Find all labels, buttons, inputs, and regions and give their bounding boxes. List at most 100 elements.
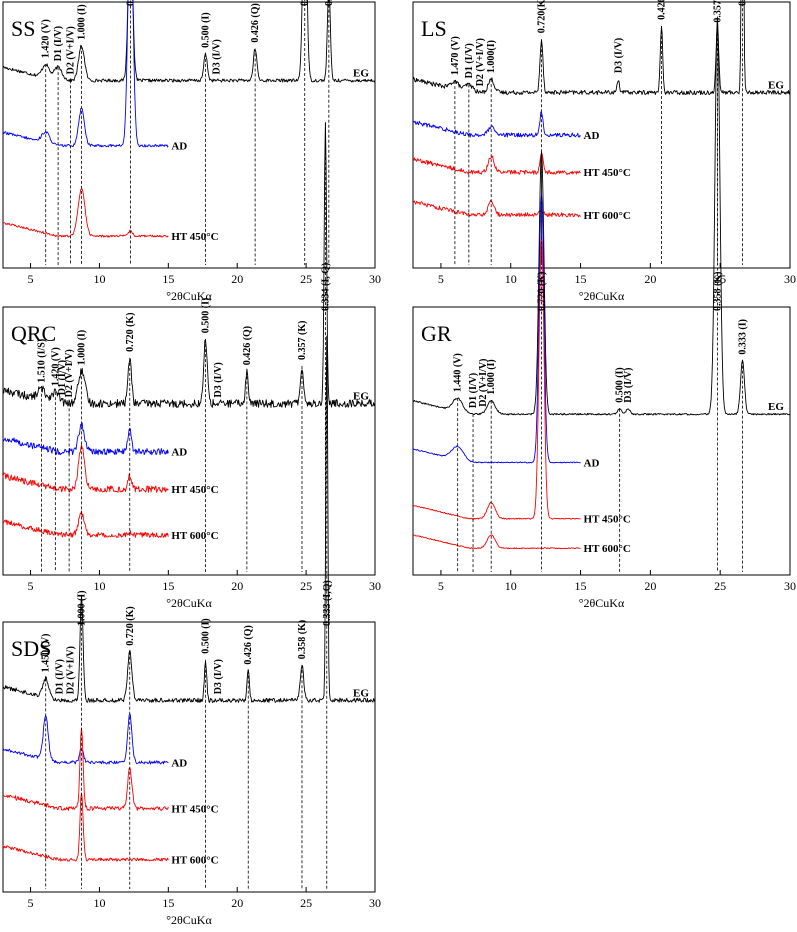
- peak-label: 0.720 (K): [125, 0, 136, 6]
- x-tick-label: 20: [231, 272, 243, 286]
- peak-label: 0.334 (I, Q): [320, 263, 331, 311]
- peak-label: D3 (I/V): [213, 659, 224, 694]
- plot-frame: [2, 306, 376, 576]
- trace-label: HT 600°C: [171, 855, 218, 867]
- trace-label: HT 450°C: [171, 231, 218, 243]
- peak-label: 1.000 (I): [77, 4, 88, 40]
- trace-ht-450-c: [412, 237, 581, 520]
- peak-label: D2 (V+I/V): [66, 646, 77, 694]
- x-tick-label: 30: [784, 272, 796, 286]
- x-tick-label: 5: [438, 579, 444, 593]
- x-tick-label: 25: [714, 579, 726, 593]
- trace-ad: [2, 422, 169, 456]
- trace-label: EG: [353, 67, 369, 79]
- panel-title: SDS: [11, 636, 51, 661]
- panel-sds: 5 10 15 20 25 30 °2θCuKα SDS EG AD HT 450°C HT 600°…: [2, 335, 381, 927]
- peak-label: 0.358 (K): [712, 272, 723, 311]
- x-tick-label: 5: [28, 272, 34, 286]
- peak-label: D2 (V+I/V): [478, 359, 489, 407]
- peak-label: D1 (I/V): [53, 26, 64, 61]
- x-tick-label: 20: [644, 272, 656, 286]
- x-tick-label: 10: [505, 272, 517, 286]
- trace-ad: [412, 111, 581, 138]
- peak-label: 0.426(Q): [657, 0, 668, 20]
- panel-title: LS: [421, 16, 447, 41]
- plot-frame: [2, 1, 376, 269]
- trace-ht-600-c: [412, 534, 581, 550]
- trace-label: AD: [171, 757, 187, 769]
- trace-label: HT 600°C: [584, 210, 631, 222]
- panel-title: SS: [11, 16, 35, 41]
- x-tick-label: 10: [93, 579, 105, 593]
- x-tick-label: 5: [438, 272, 444, 286]
- peak-label: 1.470 (V): [450, 36, 461, 75]
- peak-label: D2 (V+I/V): [66, 26, 77, 74]
- plot-frame: [412, 1, 791, 269]
- x-tick-label: 25: [300, 896, 312, 910]
- peak-label: 1.450 (V): [41, 634, 52, 673]
- x-tick-label: 15: [575, 579, 587, 593]
- peak-label: D1 (I/V): [57, 360, 68, 395]
- trace-ht-600-c: [2, 510, 169, 538]
- trace-label: AD: [171, 447, 187, 459]
- x-tick-label: 30: [369, 579, 381, 593]
- panel-title: GR: [421, 321, 452, 346]
- peak-label: 1.000 (I): [77, 590, 88, 626]
- peak-label: 0.333 (I,Q): [322, 580, 333, 626]
- x-tick-label: 25: [300, 272, 312, 286]
- trace-ht-450-c: [3, 188, 169, 238]
- peak-label: 0.358 (K): [297, 620, 308, 659]
- x-tick-label: 20: [231, 896, 243, 910]
- plot-frame: [2, 621, 376, 893]
- trace-label: HT 450°C: [584, 167, 631, 179]
- panel-gr: 5 10 15 20 25 30 °2θCuKα GR EG AD HT 450°C HT 600°C…: [412, 16, 796, 610]
- trace-label: AD: [584, 130, 600, 142]
- x-tick-label: 15: [162, 896, 174, 910]
- trace-label: HT 600°C: [171, 530, 218, 542]
- peak-label: D3 (I/V): [212, 39, 223, 74]
- x-axis-label: °2θCuKα: [579, 596, 625, 610]
- trace-ad: [2, 0, 169, 148]
- peak-label: 1.420 (V): [50, 347, 61, 386]
- peak-label: 1.000(I): [486, 40, 497, 73]
- trace-eg: [412, 16, 791, 416]
- trace-ht-450-c: [2, 444, 169, 493]
- x-tick-label: 10: [93, 272, 105, 286]
- peak-label: D3 (I/V): [213, 362, 224, 397]
- trace-label: HT 450°C: [171, 803, 218, 815]
- trace-eg: [2, 0, 376, 83]
- trace-ht-600-c: [412, 199, 581, 218]
- x-tick-label: 25: [300, 579, 312, 593]
- peak-label: 0.500 (I): [201, 12, 212, 48]
- x-tick-label: 5: [28, 896, 34, 910]
- x-axis-label: °2θCuKα: [579, 289, 625, 303]
- x-tick-label: 30: [369, 896, 381, 910]
- peak-label: 0.720 (K): [125, 606, 136, 645]
- x-tick-label: 15: [162, 272, 174, 286]
- peak-label: D1 (I/V): [55, 659, 66, 694]
- peak-label: 0.720(K): [537, 0, 548, 33]
- x-tick-label: 20: [231, 579, 243, 593]
- panel-title: QRC: [11, 321, 56, 346]
- x-axis-label: °2θCuKα: [166, 913, 212, 927]
- peak-label: 0.334 (I, Q): [324, 0, 335, 6]
- peak-label: 0.357 (K): [300, 0, 311, 6]
- peak-label: D2 (V+I/V): [475, 38, 486, 86]
- trace-label: EG: [353, 687, 369, 699]
- trace-ht-450-c: [412, 152, 581, 175]
- peak-label: 0.500 (I): [615, 367, 626, 403]
- peak-label: D2 (V+I/V): [64, 349, 75, 397]
- peak-label: D1 (I/V): [464, 43, 475, 78]
- peak-label: 0.720 (K): [125, 312, 136, 351]
- trace-ad: [2, 713, 169, 765]
- x-tick-label: 10: [93, 896, 105, 910]
- peak-label: 0.500 (I): [201, 618, 212, 654]
- x-tick-label: 15: [162, 579, 174, 593]
- peak-label: 0.426 (Q): [250, 3, 261, 42]
- trace-label: HT 450°C: [584, 514, 631, 526]
- trace-label: AD: [584, 457, 600, 469]
- plot-frame: [412, 306, 791, 576]
- peak-label: 1.000 (I): [486, 359, 497, 395]
